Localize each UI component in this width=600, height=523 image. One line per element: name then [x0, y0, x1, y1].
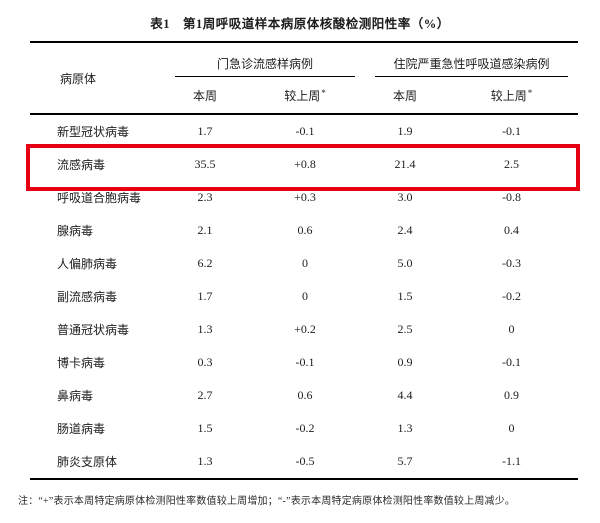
pathogen-name: 普通冠状病毒 [57, 323, 130, 337]
ili-change-value: 0 [302, 256, 308, 270]
sari-change-value: -0.3 [502, 256, 521, 270]
sari-change-value: -1.1 [502, 454, 521, 468]
ili-change-value: 0 [302, 289, 308, 303]
ili-week-value: 2.7 [197, 388, 213, 402]
sari-week-value: 4.4 [397, 388, 413, 402]
ili-week-value: 35.5 [194, 157, 216, 171]
sari-week-value: 1.5 [397, 289, 413, 303]
pathogen-name: 人偏肺病毒 [57, 257, 118, 271]
ili-change-value: +0.3 [294, 190, 316, 204]
sari-change-value: -0.8 [502, 190, 521, 204]
ili-week-value: 2.1 [197, 223, 213, 237]
pathogen-name: 副流感病毒 [57, 290, 118, 304]
table-row: 流感病毒 35.5 +0.8 21.4 2.5 [26, 144, 580, 191]
ili-week-value: 1.7 [197, 124, 213, 138]
pathogen-name: 呼吸道合胞病毒 [57, 191, 142, 205]
ili-week-value: 2.3 [197, 190, 213, 204]
subheader-sari-change: 较上周 * [445, 77, 578, 113]
sari-week-value: 1.9 [397, 124, 413, 138]
pathogen-table: 病原体 门急诊流感样病例 住院严重急性呼吸道感染病例 本周 较上周 * 本周 较上… [26, 41, 580, 480]
sari-week-value: 0.9 [397, 355, 413, 369]
table-body: 新型冠状病毒 1.7 -0.1 1.9 -0.1 流感病毒 35.5 +0.8 … [26, 115, 580, 480]
sari-change-value: 2.5 [504, 157, 519, 171]
pathogen-name: 流感病毒 [57, 158, 106, 172]
asterisk-mark: * [321, 88, 326, 98]
pathogen-name: 新型冠状病毒 [57, 125, 130, 139]
table-row: 呼吸道合胞病毒 2.3 +0.3 3.0 -0.8 [30, 181, 578, 214]
sari-week-value: 2.4 [397, 223, 413, 237]
sari-change-value: -0.2 [502, 289, 521, 303]
group-header-sari: 住院严重急性呼吸道感染病例 [375, 43, 568, 77]
ili-change-value: -0.2 [295, 421, 315, 435]
table-row: 腺病毒 2.1 0.6 2.4 0.4 [30, 214, 578, 247]
sari-change-value: -0.1 [502, 124, 521, 138]
sari-change-value: -0.1 [502, 355, 521, 369]
pathogen-name: 鼻病毒 [57, 389, 94, 403]
table-row: 普通冠状病毒 1.3 +0.2 2.5 0 [30, 313, 578, 346]
table-row: 人偏肺病毒 6.2 0 5.0 -0.3 [30, 247, 578, 280]
sari-change-value: 0 [508, 421, 515, 435]
subheader-sari-week: 本周 [392, 88, 417, 103]
table-row: 肺炎支原体 1.3 -0.5 5.7 -1.1 [30, 445, 578, 478]
table-footnote: 注：“+”表示本周特定病原体检测阳性率数值较上周增加；“-”表示本周特定病原体检… [18, 496, 516, 507]
ili-change-value: -0.5 [295, 454, 315, 468]
sari-week-value: 5.0 [397, 256, 413, 270]
ili-change-value: -0.1 [295, 355, 315, 369]
table-row: 博卡病毒 0.3 -0.1 0.9 -0.1 [30, 346, 578, 379]
ili-week-value: 1.3 [197, 322, 213, 336]
sari-week-value: 1.3 [397, 421, 413, 435]
subheader-sari-change-label: 较上周 [490, 88, 527, 103]
sari-change-value: 0.9 [504, 388, 519, 402]
ili-change-value: 0.6 [297, 388, 313, 402]
sari-week-value: 5.7 [397, 454, 413, 468]
ili-change-value: +0.8 [294, 157, 316, 171]
group-header-ili: 门急诊流感样病例 [175, 43, 355, 77]
table-row: 肠道病毒 1.5 -0.2 1.3 0 [30, 412, 578, 445]
table-title: 表1 第1周呼吸道样本病原体核酸检测阳性率（%） [150, 17, 450, 31]
sari-week-value: 2.5 [397, 322, 413, 336]
sari-change-value: 0 [508, 322, 515, 336]
ili-week-value: 6.2 [197, 256, 213, 270]
pathogen-name: 腺病毒 [57, 224, 94, 238]
sari-week-value: 3.0 [397, 190, 413, 204]
pathogen-name: 肠道病毒 [57, 422, 106, 436]
ili-week-value: 1.3 [197, 454, 213, 468]
sari-week-value: 21.4 [394, 157, 416, 171]
ili-change-value: +0.2 [294, 322, 316, 336]
table-row: 鼻病毒 2.7 0.6 4.4 0.9 [30, 379, 578, 412]
sari-change-value: 0.4 [504, 223, 519, 237]
pathogen-name: 博卡病毒 [57, 356, 106, 370]
pathogen-name: 肺炎支原体 [57, 455, 118, 469]
ili-week-value: 1.7 [197, 289, 213, 303]
subheader-ili-change: 较上周 * [245, 77, 365, 113]
table-header: 病原体 门急诊流感样病例 住院严重急性呼吸道感染病例 本周 较上周 * 本周 较上… [30, 41, 578, 115]
ili-week-value: 0.3 [197, 355, 213, 369]
ili-change-value: -0.1 [295, 124, 315, 138]
subheader-ili-change-label: 较上周 [284, 88, 321, 103]
table-row: 新型冠状病毒 1.7 -0.1 1.9 -0.1 [30, 115, 578, 148]
column-header-pathogen: 病原体 [60, 71, 97, 86]
ili-week-value: 1.5 [197, 421, 213, 435]
subheader-ili-week: 本周 [192, 88, 217, 103]
ili-change-value: 0.6 [297, 223, 313, 237]
table-row: 副流感病毒 1.7 0 1.5 -0.2 [30, 280, 578, 313]
asterisk-mark: * [527, 88, 533, 98]
